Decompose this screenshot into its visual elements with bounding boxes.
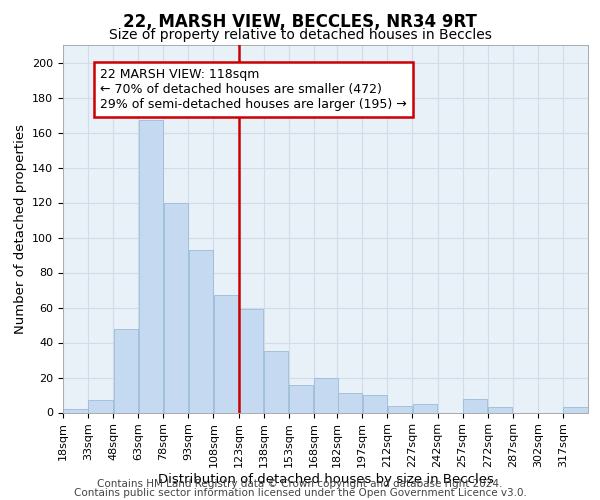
- Bar: [413, 404, 437, 412]
- Bar: [289, 384, 313, 412]
- X-axis label: Distribution of detached houses by size in Beccles: Distribution of detached houses by size …: [158, 473, 493, 486]
- Bar: [214, 295, 238, 412]
- Text: 22 MARSH VIEW: 118sqm
← 70% of detached houses are smaller (472)
29% of semi-det: 22 MARSH VIEW: 118sqm ← 70% of detached …: [100, 68, 407, 111]
- Bar: [239, 309, 263, 412]
- Text: Contains HM Land Registry data © Crown copyright and database right 2024.: Contains HM Land Registry data © Crown c…: [97, 479, 503, 489]
- Bar: [64, 409, 88, 412]
- Bar: [488, 407, 512, 412]
- Text: 22, MARSH VIEW, BECCLES, NR34 9RT: 22, MARSH VIEW, BECCLES, NR34 9RT: [123, 12, 477, 30]
- Text: Size of property relative to detached houses in Beccles: Size of property relative to detached ho…: [109, 28, 491, 42]
- Bar: [189, 250, 213, 412]
- Y-axis label: Number of detached properties: Number of detached properties: [14, 124, 26, 334]
- Bar: [338, 393, 362, 412]
- Bar: [139, 120, 163, 412]
- Bar: [314, 378, 338, 412]
- Bar: [264, 351, 289, 412]
- Bar: [88, 400, 113, 412]
- Bar: [164, 202, 188, 412]
- Bar: [463, 398, 487, 412]
- Bar: [113, 328, 138, 412]
- Bar: [388, 406, 412, 412]
- Text: Contains public sector information licensed under the Open Government Licence v3: Contains public sector information licen…: [74, 488, 526, 498]
- Bar: [362, 395, 387, 412]
- Bar: [563, 407, 587, 412]
